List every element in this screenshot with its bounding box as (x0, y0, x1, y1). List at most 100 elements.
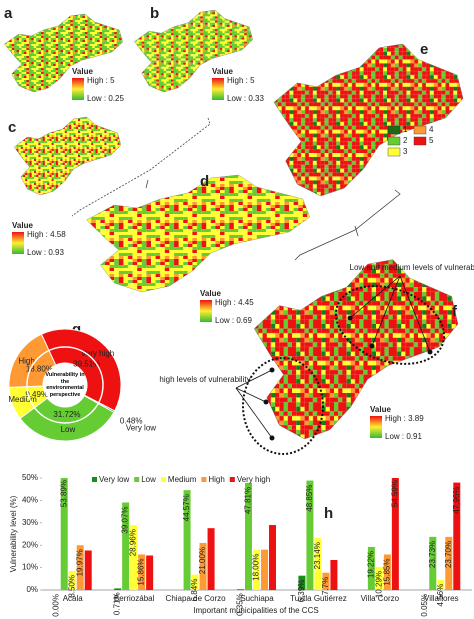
legend-title: Value (212, 67, 233, 76)
bar-label: 6.39% (297, 580, 306, 603)
bar (429, 536, 437, 590)
bar-label: 28.96% (129, 529, 138, 556)
bar-label: 48.85% (305, 485, 314, 512)
annotation-dot (369, 343, 375, 349)
legend-low: Low : 0.93 (27, 248, 64, 257)
y-tick-label: 10% (22, 563, 38, 572)
bar (330, 559, 338, 590)
bar (261, 549, 268, 590)
slice-label: 9.49% (25, 390, 48, 399)
legend-label: 3 (403, 147, 408, 156)
x-tick-label: Tuxtla Gutiérrez (290, 594, 347, 603)
bar-label: 0.00% (51, 594, 60, 617)
legend-title: Value (12, 221, 33, 230)
panel-label: a (4, 5, 13, 22)
legend-high: High : 4.45 (215, 298, 254, 307)
bar-label: 54.59% (390, 480, 399, 507)
x-tick-label: Chiapa de Corzo (166, 594, 227, 603)
highlight-ellipse (334, 285, 446, 365)
legend-label: Low (141, 475, 156, 484)
slice-category: High (18, 357, 34, 366)
bar (375, 566, 383, 590)
bar-label: 39.07% (121, 506, 130, 533)
legend-swatch (387, 125, 401, 135)
bar (199, 542, 207, 590)
legend-low: Low : 0.25 (87, 94, 124, 103)
bar (367, 546, 375, 590)
map (272, 42, 465, 197)
bar (138, 554, 146, 590)
legend-high: High : 5 (227, 76, 255, 85)
panel-label: c (8, 119, 16, 136)
bar-label: 23.70% (444, 541, 453, 568)
bar (245, 482, 252, 590)
bar-label: 10.29% (374, 571, 383, 598)
bar (130, 525, 138, 590)
bar-label: 15.86% (137, 558, 146, 585)
bar (298, 575, 306, 590)
bar (84, 550, 92, 590)
legend-low: Low : 0.33 (227, 94, 264, 103)
annotation-dot (347, 315, 353, 321)
color-ramp (212, 78, 224, 100)
x-tick-label: Acala (63, 594, 84, 603)
legend-swatch (387, 147, 401, 157)
bar (122, 502, 130, 590)
bar-label: 47.96% (452, 487, 461, 514)
legend-swatch (413, 125, 427, 135)
bar (383, 554, 391, 590)
bar-label: 23.14% (313, 542, 322, 569)
legend-swatch (92, 477, 97, 482)
connector (294, 189, 401, 261)
slice-category: Very low (126, 424, 156, 433)
legend-swatch (160, 477, 166, 482)
connector (145, 179, 149, 189)
bar (453, 482, 461, 590)
bar (60, 478, 68, 590)
bar-label: 6.84% (190, 579, 199, 602)
bar (306, 480, 314, 590)
highlight-ellipse (242, 357, 324, 455)
panel-label: h (324, 505, 333, 522)
bar-label: 21.00% (198, 547, 207, 574)
bar-label: 0.71% (113, 592, 122, 615)
donut-title-box: Vulnerability in the environmental persp… (45, 372, 85, 398)
legend-label: Medium (168, 475, 197, 484)
legend-label: 5 (429, 136, 434, 145)
bar (146, 555, 154, 590)
donut-title: Vulnerability in the environmental persp… (45, 372, 85, 398)
legend-low: Low : 0.91 (385, 432, 422, 441)
legend-swatch (201, 477, 207, 482)
legend-low: Low : 0.69 (215, 316, 252, 325)
slice-label: 31.72% (53, 410, 80, 419)
bar (253, 549, 260, 590)
donut-center (44, 364, 86, 406)
legend-title: Value (72, 67, 93, 76)
bar-label: 7.7% (321, 577, 330, 595)
annotation-line (235, 387, 267, 403)
panel-label: f (452, 303, 458, 320)
legend-label: High (208, 475, 224, 484)
bar-label: 18.00% (252, 554, 261, 581)
y-tick-label: 30% (22, 518, 38, 527)
map (85, 173, 311, 294)
bar (114, 588, 122, 590)
bar-label: 19.22% (366, 551, 375, 578)
bar (207, 528, 215, 590)
legend-swatch (413, 136, 427, 146)
slice-label: 39.51% (73, 359, 100, 368)
annotation: high levels of vulnerability (159, 375, 250, 384)
legend-label: 4 (429, 125, 434, 134)
panel-label: g (72, 321, 81, 338)
plot-area (60, 478, 461, 590)
legend-title: Value (200, 289, 221, 298)
bar-label: 44.57% (182, 494, 191, 521)
annotation: Low and medium levels of vulnerability (350, 263, 474, 272)
panel-label: d (200, 173, 209, 190)
legend-title: Value (370, 405, 391, 414)
bar (314, 538, 322, 590)
color-ramp (72, 78, 84, 100)
donut-slice (40, 328, 122, 412)
annotation-dot (427, 349, 433, 355)
slice-label: 18.80% (26, 364, 53, 373)
